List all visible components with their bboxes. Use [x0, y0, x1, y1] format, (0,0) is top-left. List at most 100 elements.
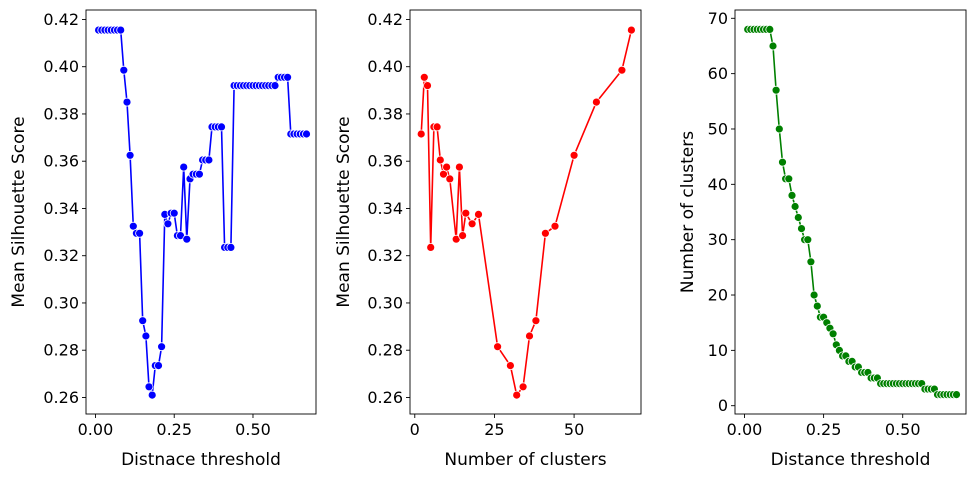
chart-panel-3: 0 10 20 30 40 50 60 70 0.00 0.25 0.50 Distance thre… — [678, 9, 967, 470]
data-point — [283, 72, 293, 82]
y-tick-label: 0.28 — [367, 341, 403, 360]
data-point — [518, 382, 528, 392]
data-point — [169, 208, 179, 218]
y-tick-label: 0.40 — [367, 57, 403, 76]
y-tick-label: 60 — [708, 64, 728, 83]
y-tick-label: 0.30 — [43, 293, 79, 312]
data-point — [154, 361, 163, 371]
data-point — [787, 190, 797, 200]
x-tick-label: 0.25 — [156, 420, 192, 439]
x-tick-label: 0 — [410, 420, 420, 439]
y-tick-label: 0.38 — [43, 104, 79, 123]
data-point — [141, 331, 151, 341]
data-point — [505, 361, 515, 371]
data-point — [217, 122, 226, 132]
data-point — [797, 224, 806, 234]
y-tick-label: 0.34 — [43, 199, 79, 218]
y-tick-label: 50 — [708, 119, 728, 138]
data-point — [774, 124, 784, 134]
y-tick-label: 0.36 — [43, 152, 79, 171]
data-point — [138, 316, 148, 326]
data-point — [569, 150, 579, 160]
data-point — [771, 85, 781, 95]
x-tick-label: 50 — [564, 420, 584, 439]
data-point — [194, 169, 204, 179]
data-point — [163, 219, 173, 229]
data-point — [617, 65, 627, 75]
data-point — [182, 234, 192, 244]
data-point — [147, 390, 157, 400]
data-point — [435, 155, 445, 165]
data-point — [116, 25, 126, 35]
y-axis-label: Mean Silhouette Score — [9, 116, 29, 307]
series-line — [747, 28, 957, 396]
data-point — [531, 316, 541, 326]
y-tick-label: 10 — [708, 341, 728, 360]
chart-panel-2: 0.26 0.28 0.30 0.32 0.34 0.36 0.38 0.40 0.42 0 25 5… — [334, 9, 642, 470]
data-point — [627, 25, 636, 35]
x-tick-label: 0.25 — [806, 420, 842, 439]
y-tick-label: 0.38 — [367, 104, 403, 123]
x-axis-label: Distance threshold — [771, 450, 931, 470]
data-point — [541, 228, 550, 238]
data-point — [125, 150, 135, 160]
data-point — [803, 235, 813, 245]
data-point — [204, 155, 214, 165]
y-tick-label: 70 — [708, 9, 728, 28]
data-point — [467, 219, 477, 229]
y-tick-label: 0.42 — [367, 10, 403, 29]
data-point — [122, 97, 132, 107]
y-tick-label: 0.32 — [367, 246, 403, 265]
data-point — [135, 228, 145, 238]
data-point — [512, 390, 522, 400]
data-point — [432, 122, 442, 132]
data-point — [144, 382, 154, 392]
data-point — [416, 129, 426, 139]
data-point — [806, 257, 816, 267]
data-point — [270, 81, 280, 90]
y-tick-label: 0.26 — [43, 388, 79, 407]
x-axis-label: Number of clusters — [444, 450, 606, 470]
data-point — [768, 41, 778, 51]
data-point — [445, 174, 455, 184]
y-tick-label: 0.32 — [43, 246, 79, 265]
data-point — [442, 162, 452, 172]
data-point — [426, 242, 436, 252]
y-tick-label: 0.40 — [43, 57, 79, 76]
data-point — [592, 97, 601, 107]
data-point — [461, 208, 471, 218]
y-tick-label: 0.34 — [367, 199, 403, 218]
y-tick-label: 0.36 — [367, 152, 403, 171]
data-point — [419, 72, 429, 82]
data-point — [550, 221, 560, 231]
data-point — [179, 162, 189, 172]
data-point — [474, 209, 483, 219]
x-tick-label: 0.50 — [235, 420, 271, 439]
y-axis-label: Mean Silhouette Score — [334, 116, 354, 307]
data-point — [119, 65, 129, 75]
x-axis-label: Distnace threshold — [121, 450, 281, 470]
y-tick-label: 0.26 — [367, 388, 403, 407]
data-point — [493, 342, 503, 352]
y-tick-label: 0.28 — [43, 341, 79, 360]
x-tick-label: 0.00 — [78, 420, 114, 439]
data-point — [525, 331, 534, 341]
y-tick-label: 30 — [708, 230, 728, 249]
data-point — [157, 342, 167, 352]
data-point — [793, 213, 803, 222]
data-point — [458, 231, 468, 241]
data-point — [778, 157, 787, 167]
data-point — [423, 81, 432, 90]
data-point — [765, 24, 775, 34]
data-point — [809, 290, 819, 300]
data-point — [226, 242, 236, 252]
y-axis-label: Number of clusters — [678, 131, 698, 293]
chart-panel-1: 0.26 0.28 0.30 0.32 0.34 0.36 0.38 0.40 0.42 0.00… — [9, 9, 317, 470]
data-point — [302, 129, 311, 139]
x-tick-label: 25 — [484, 420, 504, 439]
y-tick-label: 20 — [708, 286, 728, 305]
data-point — [454, 162, 464, 172]
y-tick-label: 0.30 — [367, 293, 403, 312]
series-line — [420, 29, 633, 396]
